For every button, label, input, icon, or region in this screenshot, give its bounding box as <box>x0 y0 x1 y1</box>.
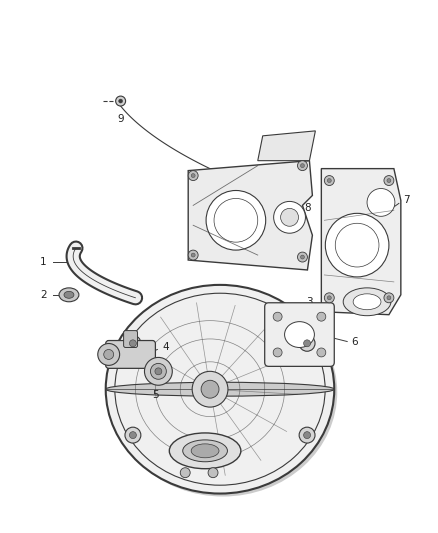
Ellipse shape <box>285 321 314 348</box>
Polygon shape <box>321 168 401 314</box>
Circle shape <box>191 253 195 257</box>
Circle shape <box>188 250 198 260</box>
Circle shape <box>317 348 326 357</box>
Circle shape <box>150 364 166 379</box>
Circle shape <box>130 432 136 439</box>
Circle shape <box>317 312 326 321</box>
FancyBboxPatch shape <box>265 303 334 366</box>
Circle shape <box>201 380 219 398</box>
Circle shape <box>145 358 172 385</box>
Circle shape <box>116 96 126 106</box>
Circle shape <box>304 340 311 347</box>
Circle shape <box>299 427 315 443</box>
Text: 8: 8 <box>304 204 311 213</box>
Ellipse shape <box>109 288 337 497</box>
Circle shape <box>387 179 391 182</box>
Text: 3: 3 <box>306 297 313 307</box>
Circle shape <box>273 348 282 357</box>
Text: 9: 9 <box>117 114 124 124</box>
Circle shape <box>119 99 123 103</box>
Circle shape <box>299 335 315 351</box>
Circle shape <box>104 350 114 359</box>
Circle shape <box>327 179 331 182</box>
Circle shape <box>208 468 218 478</box>
Circle shape <box>191 174 195 177</box>
Circle shape <box>297 160 307 171</box>
Ellipse shape <box>106 382 334 396</box>
Circle shape <box>273 312 282 321</box>
Ellipse shape <box>353 294 381 310</box>
Text: 2: 2 <box>40 290 46 300</box>
Circle shape <box>367 189 395 216</box>
Circle shape <box>192 372 228 407</box>
Circle shape <box>155 368 162 375</box>
Circle shape <box>130 340 136 347</box>
Circle shape <box>274 201 305 233</box>
Ellipse shape <box>106 285 334 494</box>
Circle shape <box>188 171 198 181</box>
Circle shape <box>300 255 304 259</box>
FancyBboxPatch shape <box>124 330 138 348</box>
Circle shape <box>387 296 391 300</box>
Circle shape <box>297 252 307 262</box>
Circle shape <box>281 208 298 226</box>
Circle shape <box>304 432 311 439</box>
Text: 6: 6 <box>351 336 357 346</box>
Ellipse shape <box>64 292 74 298</box>
Circle shape <box>325 213 389 277</box>
Circle shape <box>324 293 334 303</box>
Circle shape <box>384 293 394 303</box>
Ellipse shape <box>191 444 219 458</box>
Ellipse shape <box>170 433 241 469</box>
Circle shape <box>125 427 141 443</box>
Circle shape <box>384 175 394 185</box>
Text: 5: 5 <box>152 390 159 400</box>
Circle shape <box>98 343 120 365</box>
FancyBboxPatch shape <box>106 341 155 368</box>
Text: 1: 1 <box>40 257 46 267</box>
Text: 7: 7 <box>403 196 410 205</box>
Ellipse shape <box>343 288 391 316</box>
Ellipse shape <box>59 288 79 302</box>
Polygon shape <box>258 131 315 160</box>
Circle shape <box>324 175 334 185</box>
Circle shape <box>327 296 331 300</box>
Ellipse shape <box>183 440 227 462</box>
Circle shape <box>206 190 266 250</box>
Circle shape <box>300 164 304 168</box>
Circle shape <box>125 335 141 351</box>
Polygon shape <box>188 160 312 270</box>
Text: 4: 4 <box>162 343 169 352</box>
Circle shape <box>180 468 190 478</box>
